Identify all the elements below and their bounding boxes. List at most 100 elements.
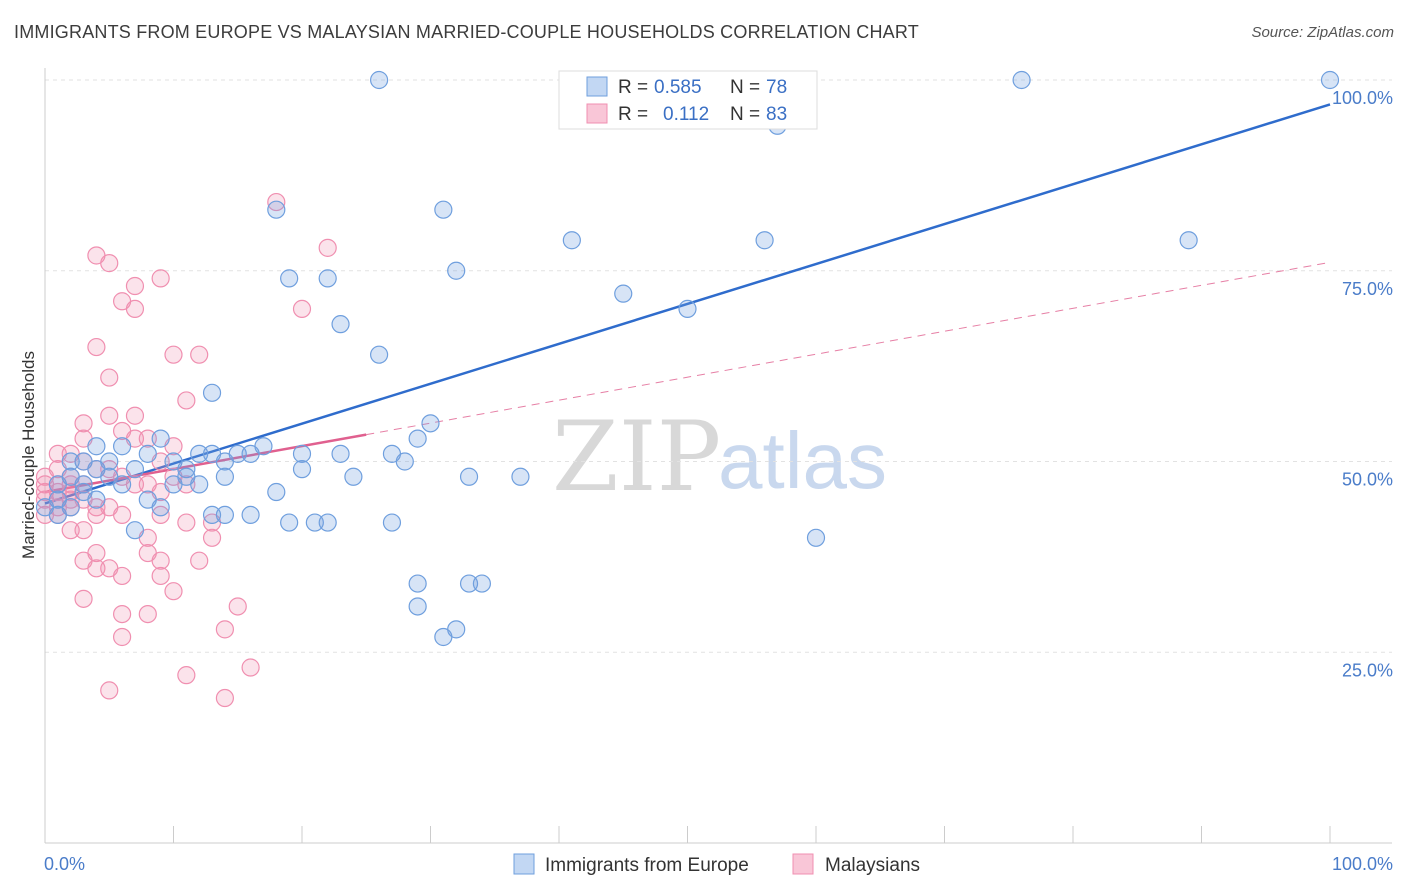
- source-credit: Source: ZipAtlas.com: [1251, 24, 1394, 41]
- point-immigrants-from-europe: [511, 467, 530, 486]
- point-immigrants-from-europe: [241, 505, 260, 525]
- trendline-malaysians-dashed: [366, 261, 1331, 436]
- point-immigrants-from-europe: [267, 200, 286, 219]
- point-malaysians: [100, 681, 119, 700]
- point-immigrants-from-europe: [331, 315, 350, 334]
- point-immigrants-from-europe: [408, 597, 427, 616]
- trend-lines: [44, 103, 1331, 505]
- chart-title: IMMIGRANTS FROM EUROPE VS MALAYSIAN MARR…: [14, 22, 919, 42]
- point-immigrants-from-europe: [61, 452, 80, 471]
- point-immigrants-from-europe: [177, 460, 196, 479]
- point-malaysians: [35, 475, 55, 494]
- point-immigrants-from-europe: [318, 269, 337, 288]
- point-immigrants-from-europe: [408, 429, 427, 448]
- legend-n-value-2: 83: [766, 104, 787, 125]
- bottom-legend-swatch-blue: [513, 853, 535, 875]
- point-immigrants-from-europe: [408, 574, 427, 593]
- zipatlas-watermark: ZIP atlas: [552, 401, 887, 513]
- point-malaysians: [190, 551, 209, 570]
- point-malaysians: [215, 688, 234, 708]
- point-immigrants-from-europe: [267, 482, 286, 502]
- point-malaysians: [74, 521, 93, 540]
- point-immigrants-from-europe: [292, 460, 312, 479]
- point-immigrants-from-europe: [331, 444, 350, 463]
- point-malaysians: [112, 627, 132, 647]
- point-malaysians: [151, 551, 170, 570]
- legend-n-value-1: 78: [766, 77, 787, 98]
- trendline-malaysians-solid: [44, 433, 367, 494]
- point-immigrants-from-europe: [190, 475, 209, 494]
- point-immigrants-from-europe: [190, 444, 209, 463]
- point-immigrants-from-europe: [254, 437, 273, 456]
- y-tick-label: 50.0%: [1342, 470, 1393, 490]
- point-malaysians: [177, 391, 196, 410]
- point-immigrants-from-europe: [459, 467, 479, 486]
- point-immigrants-from-europe: [202, 383, 222, 402]
- point-immigrants-from-europe: [370, 70, 389, 90]
- bottom-legend-label-pink: Malaysians: [825, 855, 920, 876]
- point-immigrants-from-europe: [806, 528, 826, 547]
- point-malaysians: [164, 345, 183, 364]
- point-immigrants-from-europe: [395, 452, 414, 471]
- point-immigrants-from-europe: [151, 498, 170, 517]
- legend-swatch-pink: [586, 103, 608, 124]
- point-immigrants-from-europe: [215, 452, 234, 471]
- point-malaysians: [100, 368, 119, 387]
- point-immigrants-from-europe: [112, 475, 132, 494]
- grid-lines: [45, 79, 1392, 653]
- point-malaysians: [241, 658, 260, 677]
- point-immigrants-from-europe: [125, 521, 145, 540]
- point-malaysians: [61, 521, 80, 540]
- bottom-legend-label-blue: Immigrants from Europe: [545, 855, 749, 876]
- point-malaysians: [318, 238, 337, 257]
- point-immigrants-from-europe: [678, 299, 697, 318]
- point-malaysians: [87, 559, 106, 578]
- svg-text:atlas: atlas: [718, 416, 887, 505]
- point-malaysians: [190, 345, 209, 364]
- point-immigrants-from-europe: [1179, 231, 1198, 250]
- point-malaysians: [151, 566, 170, 586]
- point-malaysians: [125, 276, 145, 296]
- point-malaysians: [164, 582, 183, 601]
- y-tick-label: 75.0%: [1342, 279, 1393, 299]
- point-immigrants-from-europe: [87, 437, 106, 456]
- legend-n-label-2: N =: [730, 104, 760, 125]
- x-tick-label: 0.0%: [44, 854, 85, 874]
- point-immigrants-from-europe: [459, 574, 479, 593]
- legend-box: R = 0.585 N = 78 R = 0.112 N = 83: [558, 70, 818, 130]
- point-malaysians: [87, 505, 106, 525]
- point-malaysians: [87, 337, 106, 357]
- point-malaysians: [138, 429, 157, 448]
- point-immigrants-from-europe: [138, 444, 157, 463]
- point-immigrants-from-europe: [434, 200, 453, 219]
- point-immigrants-from-europe: [74, 475, 93, 494]
- point-immigrants-from-europe: [125, 460, 145, 479]
- point-immigrants-from-europe: [755, 231, 774, 250]
- point-malaysians: [87, 498, 106, 517]
- point-malaysians: [35, 505, 55, 525]
- legend-n-label-1: N =: [730, 77, 760, 98]
- point-immigrants-from-europe: [318, 513, 337, 532]
- point-immigrants-from-europe: [434, 627, 453, 647]
- point-malaysians: [125, 299, 145, 318]
- point-malaysians: [74, 589, 93, 608]
- point-malaysians: [177, 475, 196, 494]
- point-malaysians: [100, 406, 119, 425]
- point-malaysians: [112, 566, 132, 586]
- point-immigrants-from-europe: [447, 261, 466, 280]
- point-immigrants-from-europe: [112, 437, 132, 456]
- point-immigrants-from-europe: [48, 505, 67, 525]
- point-immigrants-from-europe: [472, 574, 491, 593]
- x-tick-label: 100.0%: [1332, 854, 1393, 874]
- y-tick-label: 100.0%: [1332, 88, 1393, 108]
- point-malaysians: [267, 192, 286, 212]
- point-immigrants-from-europe: [1012, 70, 1031, 90]
- point-malaysians: [125, 475, 145, 494]
- point-malaysians: [112, 505, 132, 525]
- point-immigrants-from-europe: [151, 429, 170, 448]
- point-immigrants-from-europe: [344, 467, 363, 486]
- trendline-immigrants-from-europe: [44, 103, 1331, 505]
- point-immigrants-from-europe: [292, 444, 312, 463]
- point-malaysians: [125, 406, 145, 425]
- tick-labels: 25.0% 50.0% 75.0% 100.0% 0.0% 100.0%: [44, 88, 1393, 874]
